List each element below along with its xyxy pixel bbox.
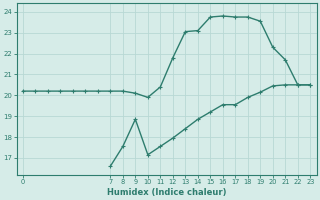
- X-axis label: Humidex (Indice chaleur): Humidex (Indice chaleur): [107, 188, 226, 197]
